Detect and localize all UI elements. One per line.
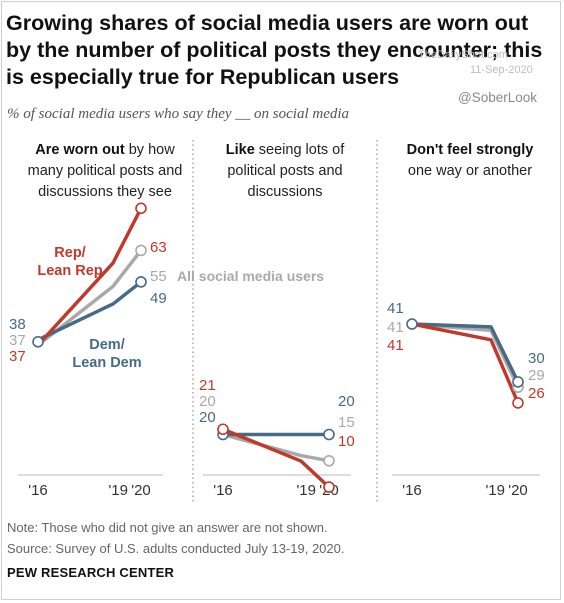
panel-3-label-start-all: 41 (387, 319, 404, 336)
series-label-rep-line1: Rep/ (54, 245, 85, 261)
panel-3-title-rest: one way or another (407, 163, 533, 179)
panel-3-line-rep (411, 322, 520, 404)
panel-3-marker-end-dem (512, 376, 524, 388)
panel-2-label-end-all: 15 (338, 414, 355, 431)
chart-note: Note: Those who did not give an answer a… (7, 520, 328, 535)
panel-1-title: Are worn out by how many political posts… (20, 140, 190, 203)
watermark-site: TheDailyShot.com (418, 49, 508, 61)
panel-1-label-start-rep: 37 (9, 348, 26, 365)
panel-3-label-end-all: 29 (528, 367, 545, 384)
panel-3-label-start-rep: 41 (387, 337, 404, 354)
panel-2-line-all (222, 432, 330, 463)
panel-2-label-end-rep: 10 (338, 433, 355, 450)
panel-1-label-end-dem: 49 (150, 290, 167, 307)
panel-1-xtick-16: '16 (28, 482, 48, 499)
panel-3-title: Don't feel strongly one way or another (385, 140, 555, 182)
panel-1-label-start-all: 37 (9, 332, 26, 349)
panel-2-line-rep (222, 427, 331, 489)
panel-3-xtick-19: '19 (485, 482, 505, 499)
brand-logo-text: PEW RESEARCH CENTER (7, 565, 175, 580)
series-label-dem-line1: Dem/ (89, 337, 124, 353)
series-label-all: All social media users (177, 268, 324, 284)
panel-2-title-bold: Like (225, 142, 255, 158)
panel-2-label-start-dem: 20 (199, 409, 216, 426)
watermark-date: 11-Sep-2020 (470, 64, 533, 76)
panel-2-label-end-dem: 20 (338, 393, 355, 410)
panel-2-label-start-all: 20 (199, 393, 216, 410)
panel-2-marker-end-all (323, 454, 335, 467)
chart-subtitle: % of social media users who say they __ … (7, 106, 350, 122)
panel-1-line-all (36, 249, 143, 347)
panel-1-marker-end-all (135, 244, 147, 257)
panel-1-label-end-rep: 63 (150, 239, 167, 256)
series-label-rep-line2: Lean Rep (37, 263, 102, 279)
panel-1-line-rep (36, 207, 143, 347)
panel-3-xtick-20: '20 (508, 482, 528, 499)
panel-2-xtick-19: '19 (296, 482, 316, 499)
panel-1-marker-end-rep (135, 202, 147, 215)
panel-1-label-end-all: 55 (150, 268, 167, 285)
watermark-handle: @SoberLook (457, 90, 537, 105)
panel-1-label-start-dem: 38 (9, 316, 26, 333)
panel-1-line-dem (37, 280, 143, 342)
panel-2-title: Like seeing lots of political posts and … (200, 140, 370, 203)
panel-3-line-dem (411, 322, 520, 383)
panel-3-marker-end-rep (512, 397, 524, 409)
panel-2-marker-end-dem (323, 428, 335, 441)
panel-3-marker-start (406, 318, 418, 330)
panel-2-marker-end-rep (323, 481, 335, 493)
panel-3-label-end-rep: 26 (528, 385, 545, 402)
panel-1-xtick-20: '20 (131, 482, 151, 499)
panel-2-label-start-rep: 21 (199, 377, 216, 394)
chart-source: Source: Survey of U.S. adults conducted … (7, 541, 345, 556)
panel-1-marker-end-dem (135, 276, 147, 288)
panel-1-xtick-19: '19 (108, 482, 128, 499)
panel-3-label-start-dem: 41 (387, 300, 404, 317)
panel-3-xtick-16: '16 (402, 482, 422, 499)
series-label-dem-line2: Lean Dem (72, 355, 141, 371)
panel-1-marker-start (32, 336, 44, 348)
panel-2-marker-start-rep (217, 423, 229, 436)
panel-3-title-bold: Don't feel strongly (406, 142, 534, 158)
panel-2-xtick-16: '16 (213, 482, 233, 499)
panel-1-title-bold: Are worn out (35, 142, 125, 158)
panel-2-title-rest: seeing lots of political posts and discu… (227, 142, 345, 200)
panel-1-title-rest: by how many political posts and discussi… (27, 142, 183, 200)
panel-3-label-end-dem: 30 (528, 350, 545, 367)
chart-title: Growing shares of social media users are… (6, 11, 543, 89)
